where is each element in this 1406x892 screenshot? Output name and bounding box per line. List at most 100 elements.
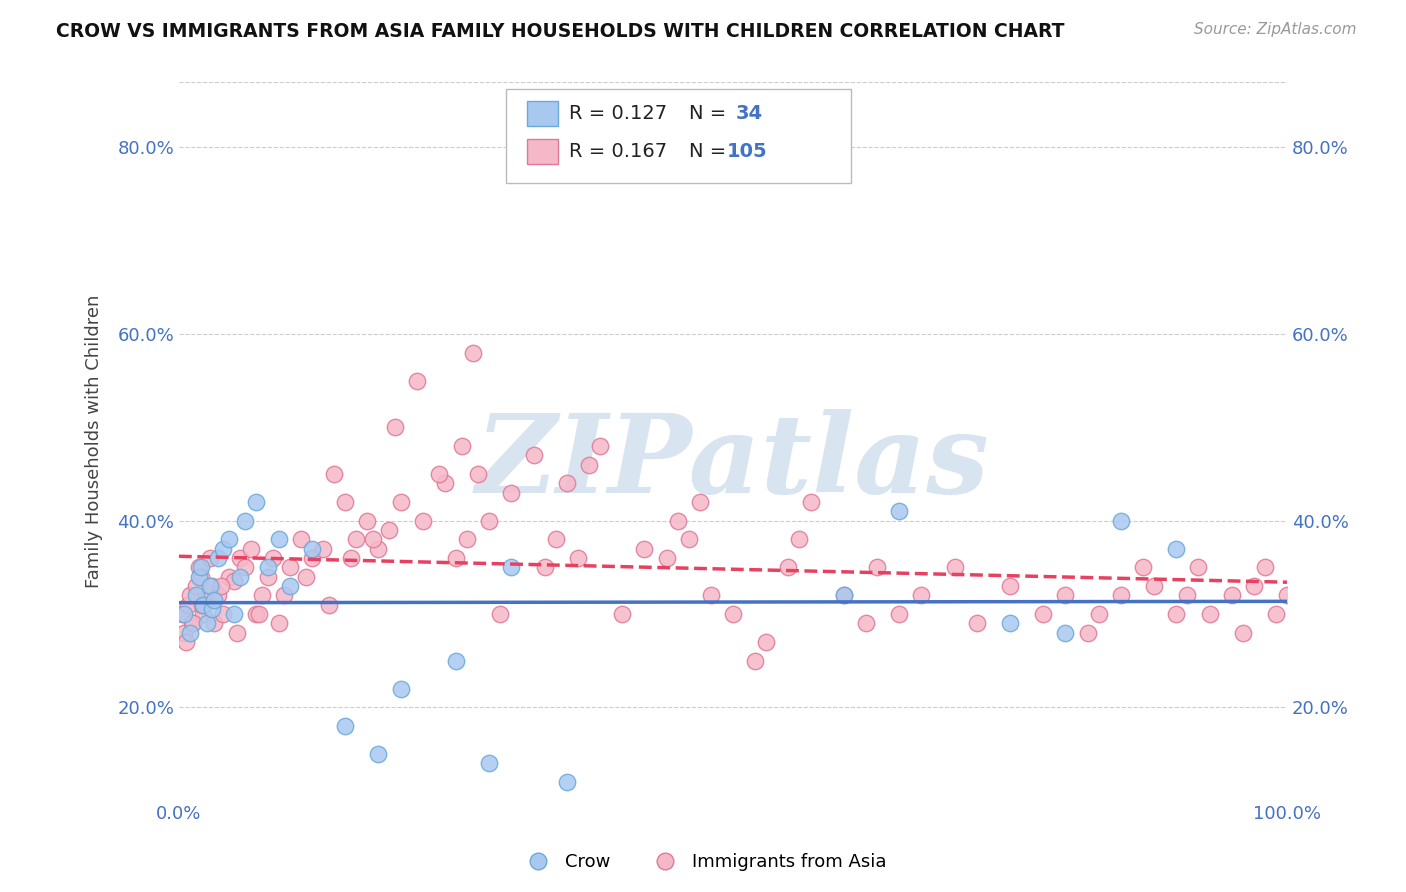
Point xyxy=(1265,607,1288,621)
Point xyxy=(191,598,214,612)
Point xyxy=(456,533,478,547)
Point xyxy=(173,607,195,621)
Point xyxy=(278,560,301,574)
Point xyxy=(655,550,678,565)
Point xyxy=(333,719,356,733)
Text: 34: 34 xyxy=(735,103,762,123)
Point xyxy=(323,467,346,481)
Point xyxy=(1054,588,1077,602)
Point xyxy=(181,616,204,631)
Point xyxy=(262,550,284,565)
Point xyxy=(412,514,434,528)
Point xyxy=(179,625,201,640)
Text: CROW VS IMMIGRANTS FROM ASIA FAMILY HOUSEHOLDS WITH CHILDREN CORRELATION CHART: CROW VS IMMIGRANTS FROM ASIA FAMILY HOUS… xyxy=(56,22,1064,41)
Point xyxy=(910,588,932,602)
Point xyxy=(1254,560,1277,574)
Point xyxy=(195,616,218,631)
Point xyxy=(1243,579,1265,593)
Point xyxy=(889,607,911,621)
Point xyxy=(1198,607,1220,621)
Point xyxy=(1143,579,1166,593)
Point xyxy=(318,598,340,612)
Point xyxy=(832,588,855,602)
Point xyxy=(356,514,378,528)
Point xyxy=(273,588,295,602)
Point xyxy=(427,467,450,481)
Point xyxy=(267,616,290,631)
Point xyxy=(184,579,207,593)
Point xyxy=(245,495,267,509)
Point xyxy=(444,550,467,565)
Point xyxy=(201,602,224,616)
Point xyxy=(689,495,711,509)
Point xyxy=(295,569,318,583)
Text: R = 0.127: R = 0.127 xyxy=(569,103,668,123)
Point xyxy=(389,495,412,509)
Point xyxy=(478,514,501,528)
Text: ZIPatlas: ZIPatlas xyxy=(477,409,990,516)
Point xyxy=(344,533,367,547)
Point xyxy=(1077,625,1099,640)
Point xyxy=(212,541,235,556)
Point xyxy=(800,495,823,509)
Point xyxy=(755,635,778,649)
Point xyxy=(533,560,555,574)
Point xyxy=(721,607,744,621)
Point xyxy=(198,579,221,593)
Point xyxy=(229,550,252,565)
Y-axis label: Family Households with Children: Family Households with Children xyxy=(86,294,103,588)
Point xyxy=(589,439,612,453)
Point xyxy=(225,625,247,640)
Point xyxy=(467,467,489,481)
Text: N =: N = xyxy=(689,142,725,161)
Point xyxy=(202,616,225,631)
Point xyxy=(700,588,723,602)
Point xyxy=(778,560,800,574)
Point xyxy=(267,533,290,547)
Point xyxy=(235,514,257,528)
Point xyxy=(378,523,401,537)
Point xyxy=(367,747,389,761)
Point xyxy=(789,533,811,547)
Point xyxy=(218,533,240,547)
Point xyxy=(174,635,197,649)
Point xyxy=(678,533,700,547)
Text: 105: 105 xyxy=(727,142,768,161)
Point xyxy=(229,569,252,583)
Point xyxy=(361,533,384,547)
Point xyxy=(207,588,229,602)
Point xyxy=(461,345,484,359)
Point xyxy=(1166,607,1188,621)
Point xyxy=(187,569,209,583)
Point xyxy=(183,616,205,631)
Point xyxy=(184,588,207,602)
Point xyxy=(1220,588,1243,602)
Point xyxy=(444,654,467,668)
Point xyxy=(301,541,323,556)
Point xyxy=(367,541,389,556)
Point xyxy=(339,550,361,565)
Point xyxy=(207,550,229,565)
Point xyxy=(578,458,600,472)
Point xyxy=(555,775,578,789)
Point xyxy=(1166,541,1188,556)
Point xyxy=(198,550,221,565)
Point xyxy=(998,579,1021,593)
Point xyxy=(212,607,235,621)
Point xyxy=(1054,625,1077,640)
Point xyxy=(235,560,257,574)
Point xyxy=(544,533,567,547)
Point xyxy=(250,588,273,602)
Point xyxy=(555,476,578,491)
Point xyxy=(190,569,212,583)
Point xyxy=(256,560,278,574)
Point xyxy=(190,560,212,574)
Point xyxy=(193,607,215,621)
Point xyxy=(855,616,877,631)
Legend: Crow, Immigrants from Asia: Crow, Immigrants from Asia xyxy=(513,847,893,879)
Point xyxy=(256,569,278,583)
Point xyxy=(172,607,194,621)
Point xyxy=(666,514,689,528)
Point xyxy=(450,439,472,453)
Point xyxy=(209,579,232,593)
